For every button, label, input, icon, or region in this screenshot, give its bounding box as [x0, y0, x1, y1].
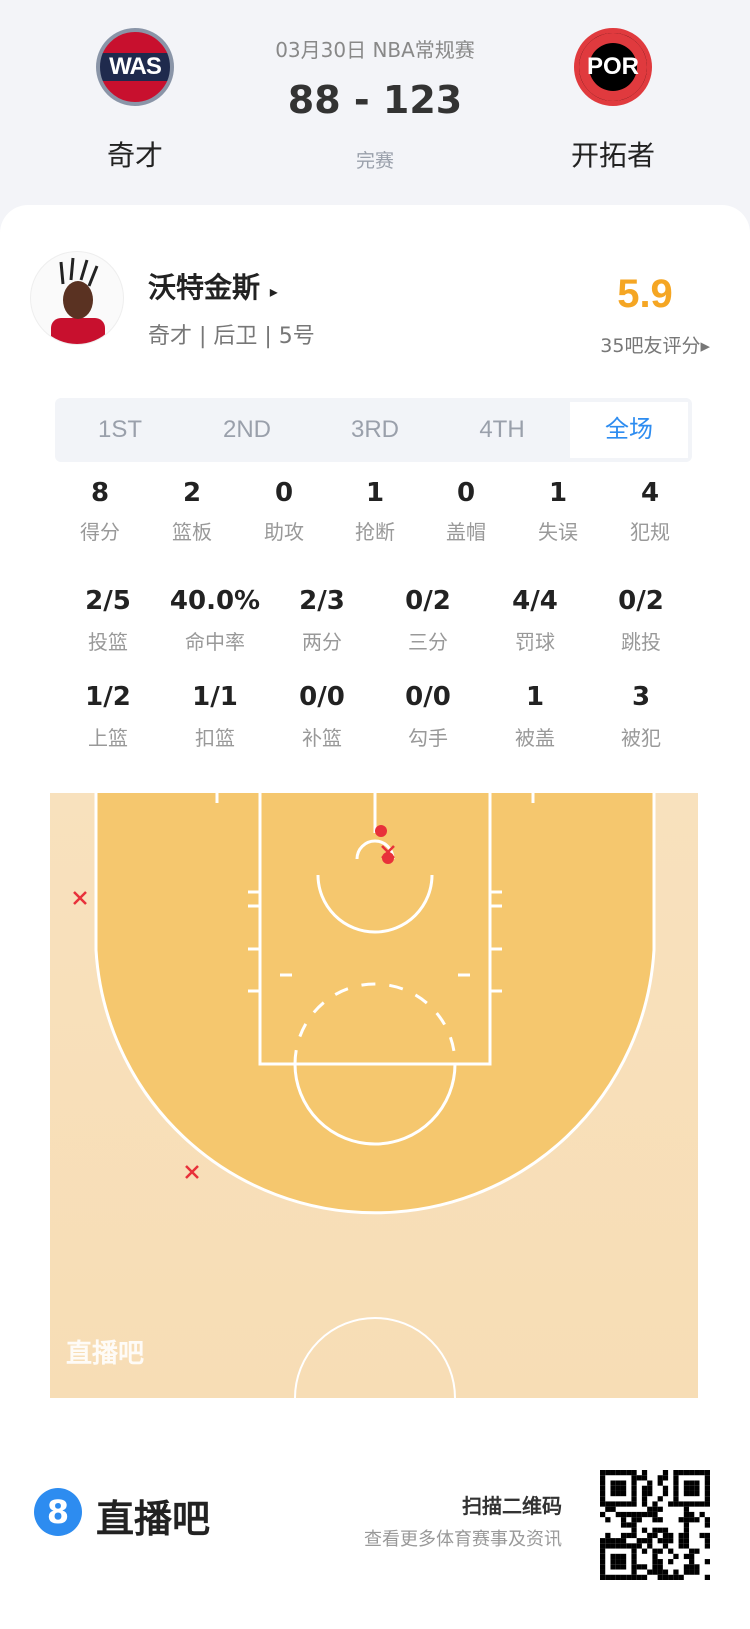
watermark: 直播吧 [66, 1339, 145, 1369]
missed-shot-marker [381, 845, 395, 859]
stat-value: 1 [525, 682, 545, 712]
center-circle [294, 1317, 456, 1399]
stat-label: 被盖 [515, 726, 555, 750]
stat-value: 0/0 [299, 682, 345, 712]
three-point-line [94, 793, 656, 1215]
stat-label: 助攻 [264, 520, 304, 544]
rating-count-link[interactable]: 35吧友评分▸ [600, 335, 710, 357]
court-diagram [73, 786, 656, 1399]
stat-label: 补篮 [302, 726, 342, 750]
stat-value: 8 [90, 478, 110, 508]
chevron-right-icon: ▸ [269, 282, 278, 301]
match-status: 完赛 [355, 150, 395, 172]
home-logo-text: WAS [109, 53, 162, 80]
stat-label: 两分 [302, 630, 342, 654]
restricted-arc [355, 839, 395, 860]
missed-shot-marker [185, 1165, 199, 1179]
stat-value: 40.0% [169, 586, 261, 616]
tab-full-game[interactable]: 全场 [570, 402, 688, 458]
home-team-name[interactable]: 奇才 [106, 139, 164, 172]
stat-value: 0 [274, 478, 294, 508]
player-info: 奇才 | 后卫 | 5号 [148, 324, 315, 349]
stat-label: 投篮 [88, 630, 128, 654]
stat-value: 2/3 [299, 586, 345, 616]
away-team-name[interactable]: 开拓者 [570, 139, 656, 172]
stat-value: 1/1 [192, 682, 238, 712]
stat-value: 0/0 [405, 682, 451, 712]
stat-label: 犯规 [630, 520, 670, 544]
scan-qr-subtitle: 查看更多体育赛事及资讯 [364, 1529, 562, 1550]
stat-label: 失误 [538, 520, 578, 544]
stat-label: 得分 [80, 520, 120, 544]
stat-value: 3 [631, 682, 651, 712]
stat-label: 篮板 [172, 520, 212, 544]
stat-label: 盖帽 [446, 520, 486, 544]
stat-value: 0 [456, 478, 476, 508]
stat-label: 三分 [408, 630, 448, 654]
stat-value: 4 [640, 478, 660, 508]
player-name-text: 沃特金斯 [148, 271, 261, 304]
free-throw-circle-bottom [293, 1063, 457, 1146]
stat-value: 1 [365, 478, 385, 508]
tab-4th[interactable]: 4TH [479, 416, 525, 443]
stat-label: 罚球 [515, 630, 555, 654]
inner-semicircle [316, 874, 434, 934]
free-throw-circle-top [293, 982, 457, 1065]
stat-label: 跳投 [621, 630, 661, 654]
player-avatar-icon [51, 257, 105, 344]
stat-value: 0/2 [405, 586, 451, 616]
away-logo-text: POR [586, 53, 639, 80]
stat-label: 扣篮 [195, 726, 235, 750]
scan-qr-title: 扫描二维码 [462, 1494, 562, 1518]
brand-name: 直播吧 [96, 1497, 211, 1541]
player-rating: 5.9 [617, 272, 673, 316]
stat-value: 4/4 [512, 586, 558, 616]
hash-marks [215, 793, 535, 993]
stat-label: 命中率 [185, 630, 245, 654]
stat-label: 被犯 [621, 726, 661, 750]
stat-value: 0/2 [618, 586, 664, 616]
tab-2nd[interactable]: 2ND [222, 416, 272, 443]
stat-value: 1 [548, 478, 568, 508]
tab-1st[interactable]: 1ST [97, 416, 143, 443]
missed-shot-marker [73, 891, 87, 905]
stat-label: 勾手 [408, 726, 448, 750]
stat-value: 2/5 [85, 586, 131, 616]
three-point-area [96, 793, 654, 1213]
match-date-league: 03月30日 NBA常规赛 [275, 38, 475, 62]
player-name[interactable]: 沃特金斯 ▸ [148, 266, 278, 306]
home-team-logo[interactable]: WAS [96, 28, 174, 106]
away-team-logo[interactable]: POR [574, 28, 652, 106]
stat-value: 1/2 [85, 682, 131, 712]
qr-code-icon[interactable] [600, 1470, 710, 1580]
player-avatar[interactable] [30, 251, 124, 345]
stat-label: 抢断 [355, 520, 395, 544]
made-shot-marker [382, 852, 394, 864]
stat-value: 2 [182, 478, 202, 508]
tab-3rd[interactable]: 3RD [350, 416, 400, 443]
stat-label: 上篮 [88, 726, 128, 750]
period-tabs: 1ST 2ND 3RD 4TH 全场 [55, 398, 692, 462]
made-shot-marker [375, 825, 387, 837]
shot-chart: 直播吧 [50, 786, 698, 1399]
match-score: 88 - 123 [287, 78, 463, 122]
brand-logo-icon: 8 [34, 1488, 82, 1536]
